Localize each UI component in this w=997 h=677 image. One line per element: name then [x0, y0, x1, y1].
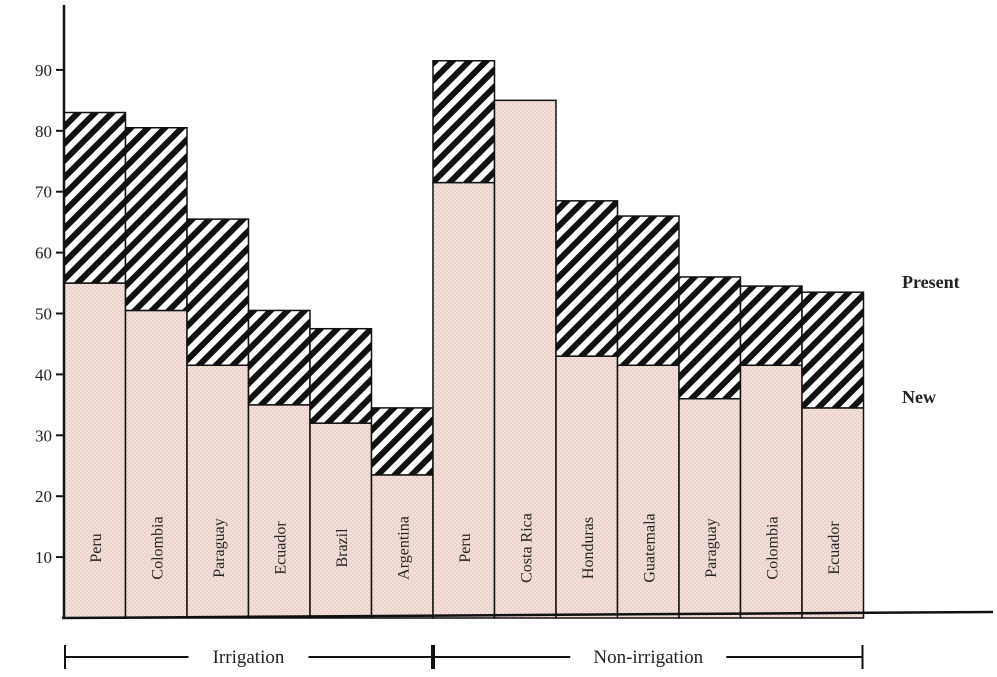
bar-present-segment — [739, 285, 803, 367]
bar-present-segment — [616, 215, 680, 367]
bar-new-segment — [616, 364, 680, 619]
bar-new-segment — [247, 404, 311, 619]
bar-category-label: Ecuador — [826, 521, 843, 575]
y-tick-label: 10 — [35, 548, 52, 567]
bar-category-label: Peru — [88, 533, 105, 562]
x-axis-line — [61, 610, 994, 620]
bar-category-label: Argentina — [395, 516, 412, 580]
bar-present-segment — [186, 218, 250, 367]
y-tick-label: 20 — [35, 487, 52, 506]
group-label: Irrigation — [213, 647, 285, 668]
bar-new-segment — [186, 364, 250, 619]
legend: Present New — [902, 272, 960, 407]
bar-present-segment — [432, 60, 496, 184]
bar-category-label: Brazil — [334, 528, 351, 568]
y-tick-label: 30 — [35, 426, 52, 445]
bar-present-segment — [555, 200, 619, 357]
group-label: Non-irrigation — [593, 647, 703, 668]
legend-new-label: New — [902, 387, 936, 407]
y-tick-label: 70 — [35, 183, 52, 202]
group-brackets: Irrigation Non-irrigation — [64, 645, 864, 669]
bar-category-label: Colombia — [764, 516, 781, 579]
bar-category-label: Paraguay — [703, 518, 720, 578]
bar-present-segment — [801, 291, 865, 409]
bar-new-segment — [432, 181, 496, 619]
bar-category-label: Ecuador — [272, 521, 289, 575]
bar-new-segment — [555, 355, 619, 619]
bar-category-label: Peru — [457, 533, 474, 562]
y-tick-label: 80 — [35, 122, 52, 141]
y-tick-label: 50 — [35, 305, 52, 324]
bar-new-segment — [801, 407, 865, 619]
y-ticks: 10 20 30 40 50 60 70 80 90 — [35, 61, 64, 567]
bar-category-label: Honduras — [580, 517, 597, 579]
bar-new-segment — [309, 422, 373, 619]
axes-layer — [61, 5, 994, 620]
bar-labels: Peru Colombia Paraguay Ecuador Brazil Argenti… — [88, 513, 843, 583]
y-tick-label: 60 — [35, 244, 52, 263]
y-tick-label: 40 — [35, 365, 52, 384]
bars-layer — [63, 60, 865, 619]
bar-category-label: Colombia — [149, 516, 166, 579]
bar-category-label: Guatemala — [641, 513, 658, 582]
bar-present-segment — [370, 407, 434, 476]
bar-present-segment — [247, 309, 311, 406]
bar-category-label: Costa Rica — [518, 513, 535, 583]
bar-present-segment — [309, 327, 373, 424]
bar-new-segment — [678, 398, 742, 619]
bar-present-segment — [124, 127, 188, 312]
legend-present-label: Present — [902, 272, 960, 292]
y-tick-label: 90 — [35, 61, 52, 80]
bar-new-segment — [63, 282, 127, 619]
bar-present-segment — [678, 276, 742, 400]
bar-present-segment — [63, 111, 127, 284]
bar-category-label: Paraguay — [211, 518, 228, 578]
